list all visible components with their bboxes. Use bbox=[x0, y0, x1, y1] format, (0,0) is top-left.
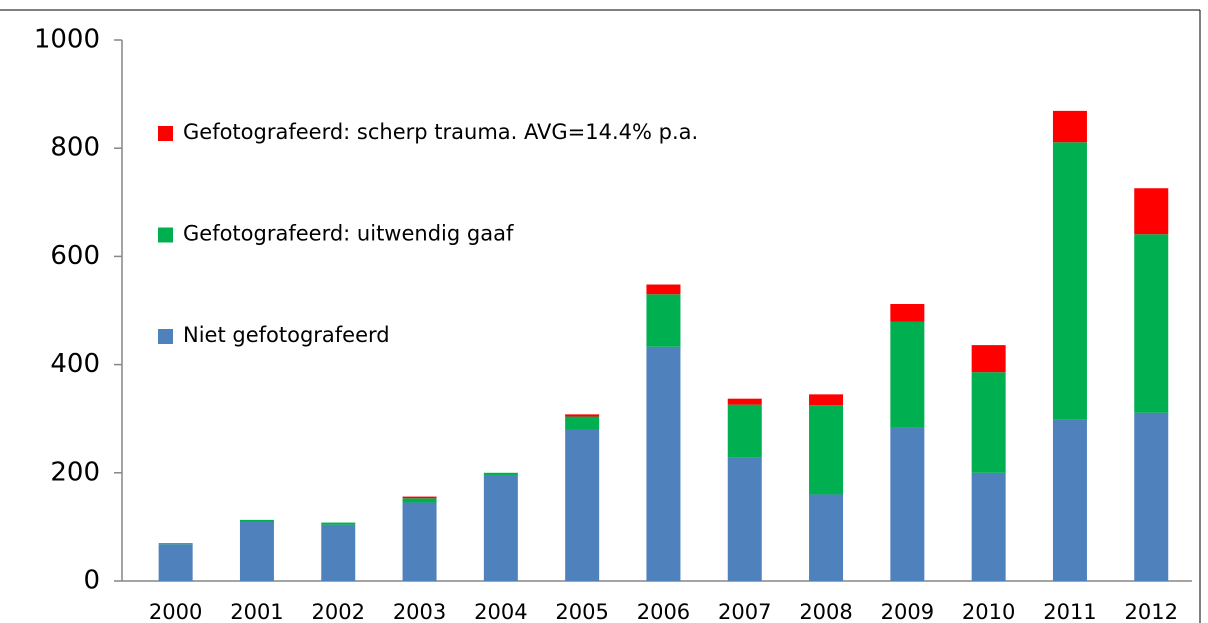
x-tick-label: 2011 bbox=[1043, 600, 1096, 623]
bar-segment bbox=[809, 494, 844, 581]
x-tick-label: 2000 bbox=[149, 600, 202, 623]
y-tick-label: 400 bbox=[50, 349, 100, 379]
bar-segment bbox=[158, 543, 193, 545]
bar-segment bbox=[483, 472, 518, 475]
legend-swatch bbox=[158, 227, 173, 243]
x-tick-label: 2008 bbox=[799, 600, 852, 623]
bar-segment bbox=[890, 304, 925, 322]
y-tick-label: 0 bbox=[83, 566, 100, 596]
bar-segment bbox=[809, 405, 844, 495]
legend-swatch bbox=[158, 329, 173, 344]
legend-label: Niet gefotografeerd bbox=[183, 323, 390, 347]
x-tick-label: 2004 bbox=[474, 600, 527, 623]
x-tick-label: 2012 bbox=[1125, 600, 1178, 623]
bar-segment bbox=[402, 496, 437, 499]
bar-segment bbox=[646, 294, 681, 347]
x-tick-label: 2005 bbox=[555, 600, 608, 623]
bar-segment bbox=[890, 427, 925, 581]
bar-segment bbox=[727, 404, 762, 458]
bar-segment bbox=[1052, 142, 1087, 420]
bar-segment bbox=[971, 372, 1006, 473]
y-tick-label: 800 bbox=[50, 133, 100, 163]
bar-segment bbox=[1134, 234, 1169, 413]
bar-segment bbox=[971, 472, 1006, 581]
x-tick-label: 2001 bbox=[230, 600, 283, 623]
bar-segment bbox=[1134, 188, 1169, 235]
bar-segment bbox=[727, 398, 762, 405]
bar-segment bbox=[1052, 419, 1087, 581]
legend-label: Gefotografeerd: scherp trauma. AVG=14.4%… bbox=[183, 120, 698, 144]
bar-segment bbox=[1134, 412, 1169, 581]
bar-segment bbox=[646, 284, 681, 295]
bar-segment bbox=[890, 321, 925, 428]
bar-segment bbox=[565, 429, 600, 581]
bar-segment bbox=[402, 502, 437, 581]
bar-segment bbox=[239, 521, 274, 581]
legend-label: Gefotografeerd: uitwendig gaaf bbox=[183, 222, 514, 246]
legend-swatch bbox=[158, 126, 173, 141]
bar-segment bbox=[727, 457, 762, 581]
bar-segment bbox=[565, 414, 600, 417]
bar-segment bbox=[483, 474, 518, 581]
x-tick-label: 2010 bbox=[962, 600, 1015, 623]
x-tick-label: 2006 bbox=[637, 600, 690, 623]
bar-segment bbox=[1052, 110, 1087, 143]
bar-segment bbox=[402, 498, 437, 503]
bar-segment bbox=[809, 394, 844, 406]
y-tick-label: 200 bbox=[50, 457, 100, 487]
y-tick-label: 600 bbox=[50, 241, 100, 271]
x-tick-label: 2007 bbox=[718, 600, 771, 623]
bar-segment bbox=[646, 346, 681, 581]
bar-segment bbox=[321, 522, 356, 525]
x-tick-label: 2003 bbox=[393, 600, 446, 623]
bar-segment bbox=[158, 544, 193, 581]
bar-segment bbox=[239, 519, 274, 522]
bar-segment bbox=[321, 524, 356, 581]
y-tick-label: 1000 bbox=[34, 25, 100, 55]
x-tick-label: 2002 bbox=[312, 600, 365, 623]
x-tick-label: 2009 bbox=[881, 600, 934, 623]
bar-segment bbox=[971, 345, 1006, 373]
bar-segment bbox=[565, 416, 600, 430]
